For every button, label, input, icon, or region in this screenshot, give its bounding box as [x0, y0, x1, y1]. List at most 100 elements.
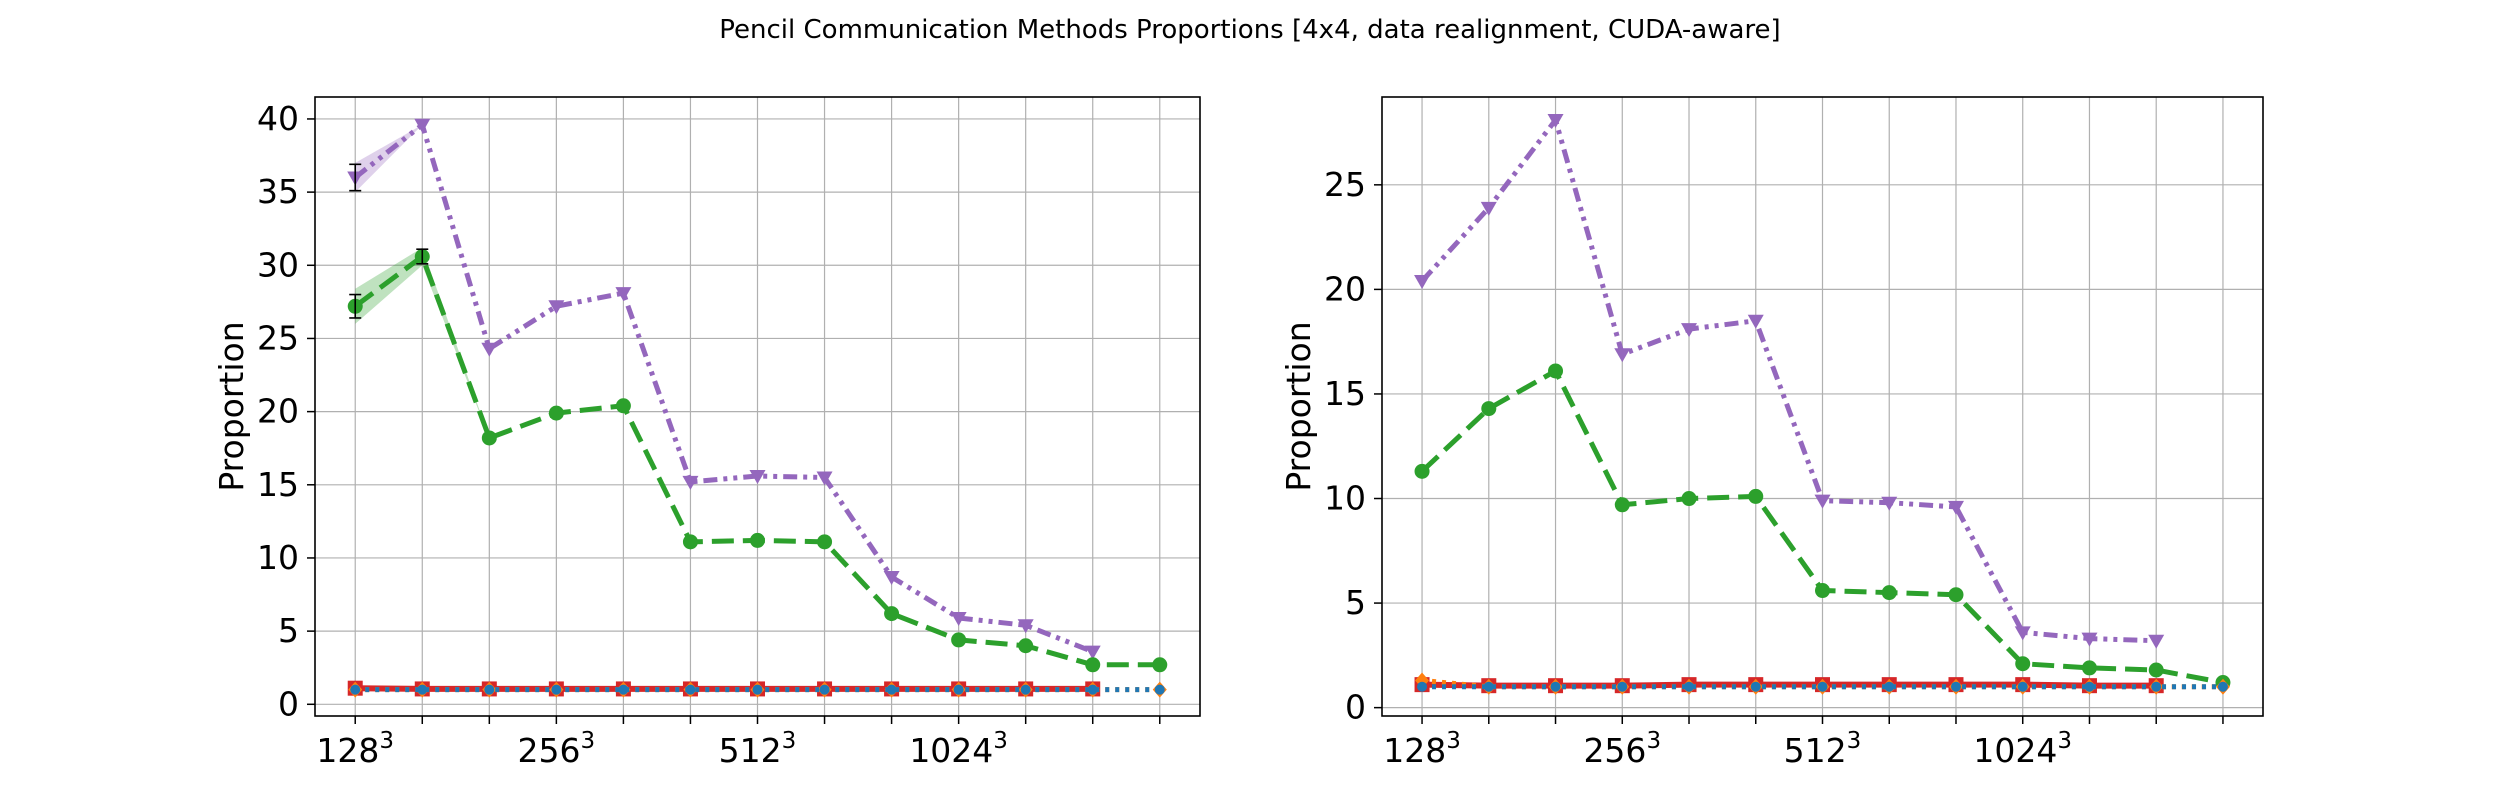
data-point — [2084, 681, 2095, 692]
y-tick-label: 20 — [257, 392, 299, 431]
data-point — [2081, 632, 2098, 647]
data-point — [1417, 681, 1428, 692]
data-point — [2151, 681, 2162, 692]
data-point — [884, 606, 900, 622]
data-point — [1084, 645, 1101, 660]
data-point — [484, 684, 495, 695]
data-point — [1481, 401, 1497, 417]
data-point — [1681, 491, 1697, 507]
data-point — [1881, 496, 1898, 511]
figure-title: Pencil Communication Methods Proportions… — [719, 15, 1780, 45]
x-tick-label: 5123 — [1784, 728, 1862, 770]
data-point — [551, 684, 562, 695]
series-line — [353, 122, 1094, 654]
data-point — [1947, 500, 1964, 515]
grid — [1382, 97, 2263, 716]
y-tick-label: 35 — [257, 172, 299, 211]
data-point — [1950, 681, 1961, 692]
error-bar — [349, 293, 362, 319]
grid — [315, 97, 1200, 716]
data-point — [414, 118, 431, 133]
data-point — [2015, 656, 2031, 672]
y-tick-label: 0 — [278, 684, 299, 723]
data-point — [1681, 323, 1698, 338]
data-point — [886, 684, 897, 695]
data-point — [883, 570, 900, 585]
y-tick-label: 0 — [1345, 688, 1366, 727]
x-tick-label: 2563 — [1583, 728, 1661, 770]
series-purple — [1414, 114, 2165, 649]
data-point — [350, 684, 361, 695]
y-tick-label: 5 — [1345, 583, 1366, 622]
y-tick-label: 25 — [1324, 165, 1366, 204]
x-tick-label: 1283 — [316, 728, 394, 770]
y-tick-label: 5 — [278, 611, 299, 650]
data-point — [615, 287, 632, 302]
series-blue — [350, 684, 1165, 695]
plot-frame — [1381, 96, 2264, 717]
y-axis-label: Proportion — [1279, 321, 1318, 491]
data-point — [1614, 348, 1631, 363]
y-tick-label: 40 — [257, 99, 299, 138]
x-tick-label: 10243 — [1973, 728, 2072, 770]
y-tick-label: 10 — [1324, 479, 1366, 518]
y-tick-label: 25 — [257, 318, 299, 357]
data-point — [1414, 275, 1431, 290]
y-tick-label: 20 — [1324, 269, 1366, 308]
data-point — [817, 534, 833, 550]
data-point — [2014, 626, 2031, 641]
data-point — [1085, 657, 1101, 673]
data-point — [750, 532, 765, 548]
data-point — [1020, 684, 1031, 695]
series-blue — [1417, 681, 2228, 692]
data-point — [1483, 681, 1494, 692]
data-point — [950, 611, 967, 626]
data-point — [819, 684, 830, 695]
error-bar — [349, 163, 362, 192]
data-point — [1948, 587, 1964, 603]
data-point — [548, 300, 565, 315]
data-point — [1748, 488, 1764, 504]
data-point — [1414, 463, 1430, 479]
data-point — [548, 405, 564, 421]
data-point — [2148, 662, 2164, 678]
data-point — [1480, 201, 1497, 216]
series-line — [1420, 117, 2157, 644]
data-point — [481, 430, 497, 446]
series-purple — [347, 118, 1101, 660]
right-chart: 0 5 10 15 20 25 1283 2563 5123 10243 Proportion — [1279, 96, 2264, 770]
x-tick-label: 10243 — [909, 728, 1008, 770]
data-point — [752, 684, 763, 695]
y-tick-label: 10 — [257, 538, 299, 577]
data-point — [685, 684, 696, 695]
data-point — [2217, 681, 2228, 692]
series-green — [1414, 363, 2231, 691]
data-point — [1884, 681, 1895, 692]
series-red — [1414, 677, 2164, 694]
y-tick-label: 30 — [257, 245, 299, 284]
left-chart: 0 5 10 15 20 25 30 35 40 1283 2563 5123 10243 Proport… — [212, 96, 1201, 770]
data-point — [1817, 681, 1828, 692]
data-point — [2148, 634, 2165, 649]
data-point — [615, 398, 631, 414]
x-tick-label: 2563 — [518, 728, 596, 770]
confidence-band — [355, 124, 423, 193]
plot-frame — [314, 96, 1201, 717]
data-point — [2017, 681, 2028, 692]
data-point — [1550, 681, 1561, 692]
data-point — [1152, 657, 1168, 673]
data-point — [749, 470, 766, 485]
data-point — [951, 632, 967, 648]
data-point — [1614, 497, 1630, 513]
data-point — [953, 684, 964, 695]
data-point — [2081, 660, 2097, 676]
x-tick-label: 1283 — [1383, 728, 1461, 770]
data-point — [1018, 638, 1034, 654]
error-bar — [416, 248, 429, 265]
series-green — [347, 247, 1168, 673]
data-point — [1750, 681, 1761, 692]
data-point — [1087, 684, 1098, 695]
y-tick-label: 15 — [1324, 374, 1366, 413]
y-axis-label: Proportion — [212, 321, 251, 491]
